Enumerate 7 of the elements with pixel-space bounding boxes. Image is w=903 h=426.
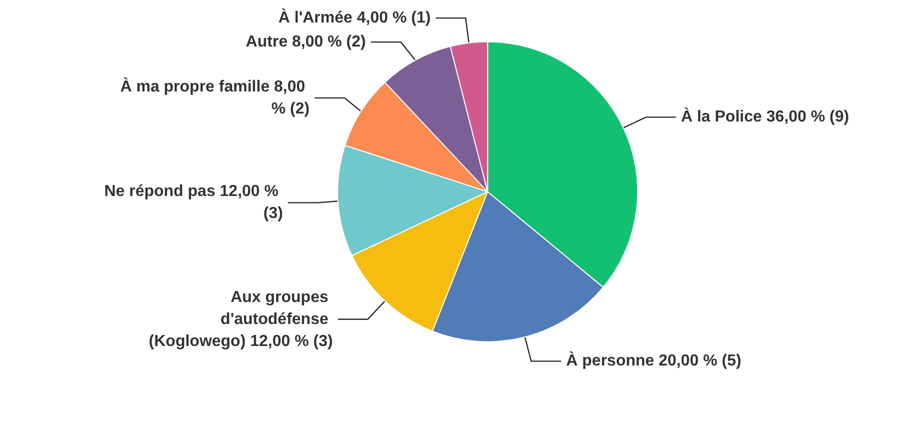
- slice-label: À la Police 36,00 % (9): [680, 106, 850, 126]
- slice-label: Ne répond pas 12,00 % (3): [104, 183, 283, 222]
- slice-label: À personne 20,00 % (5): [566, 350, 742, 370]
- slice-label: À ma propre famille 8,00 % (2): [120, 76, 310, 118]
- slice-label: À l'Armée 4,00 % (1): [278, 8, 431, 27]
- slice-label: Autre 8,00 % (2): [246, 34, 366, 51]
- slice-label: Aux groupes d'autodéfense (Koglowego) 12,00 % (3): [148, 288, 333, 350]
